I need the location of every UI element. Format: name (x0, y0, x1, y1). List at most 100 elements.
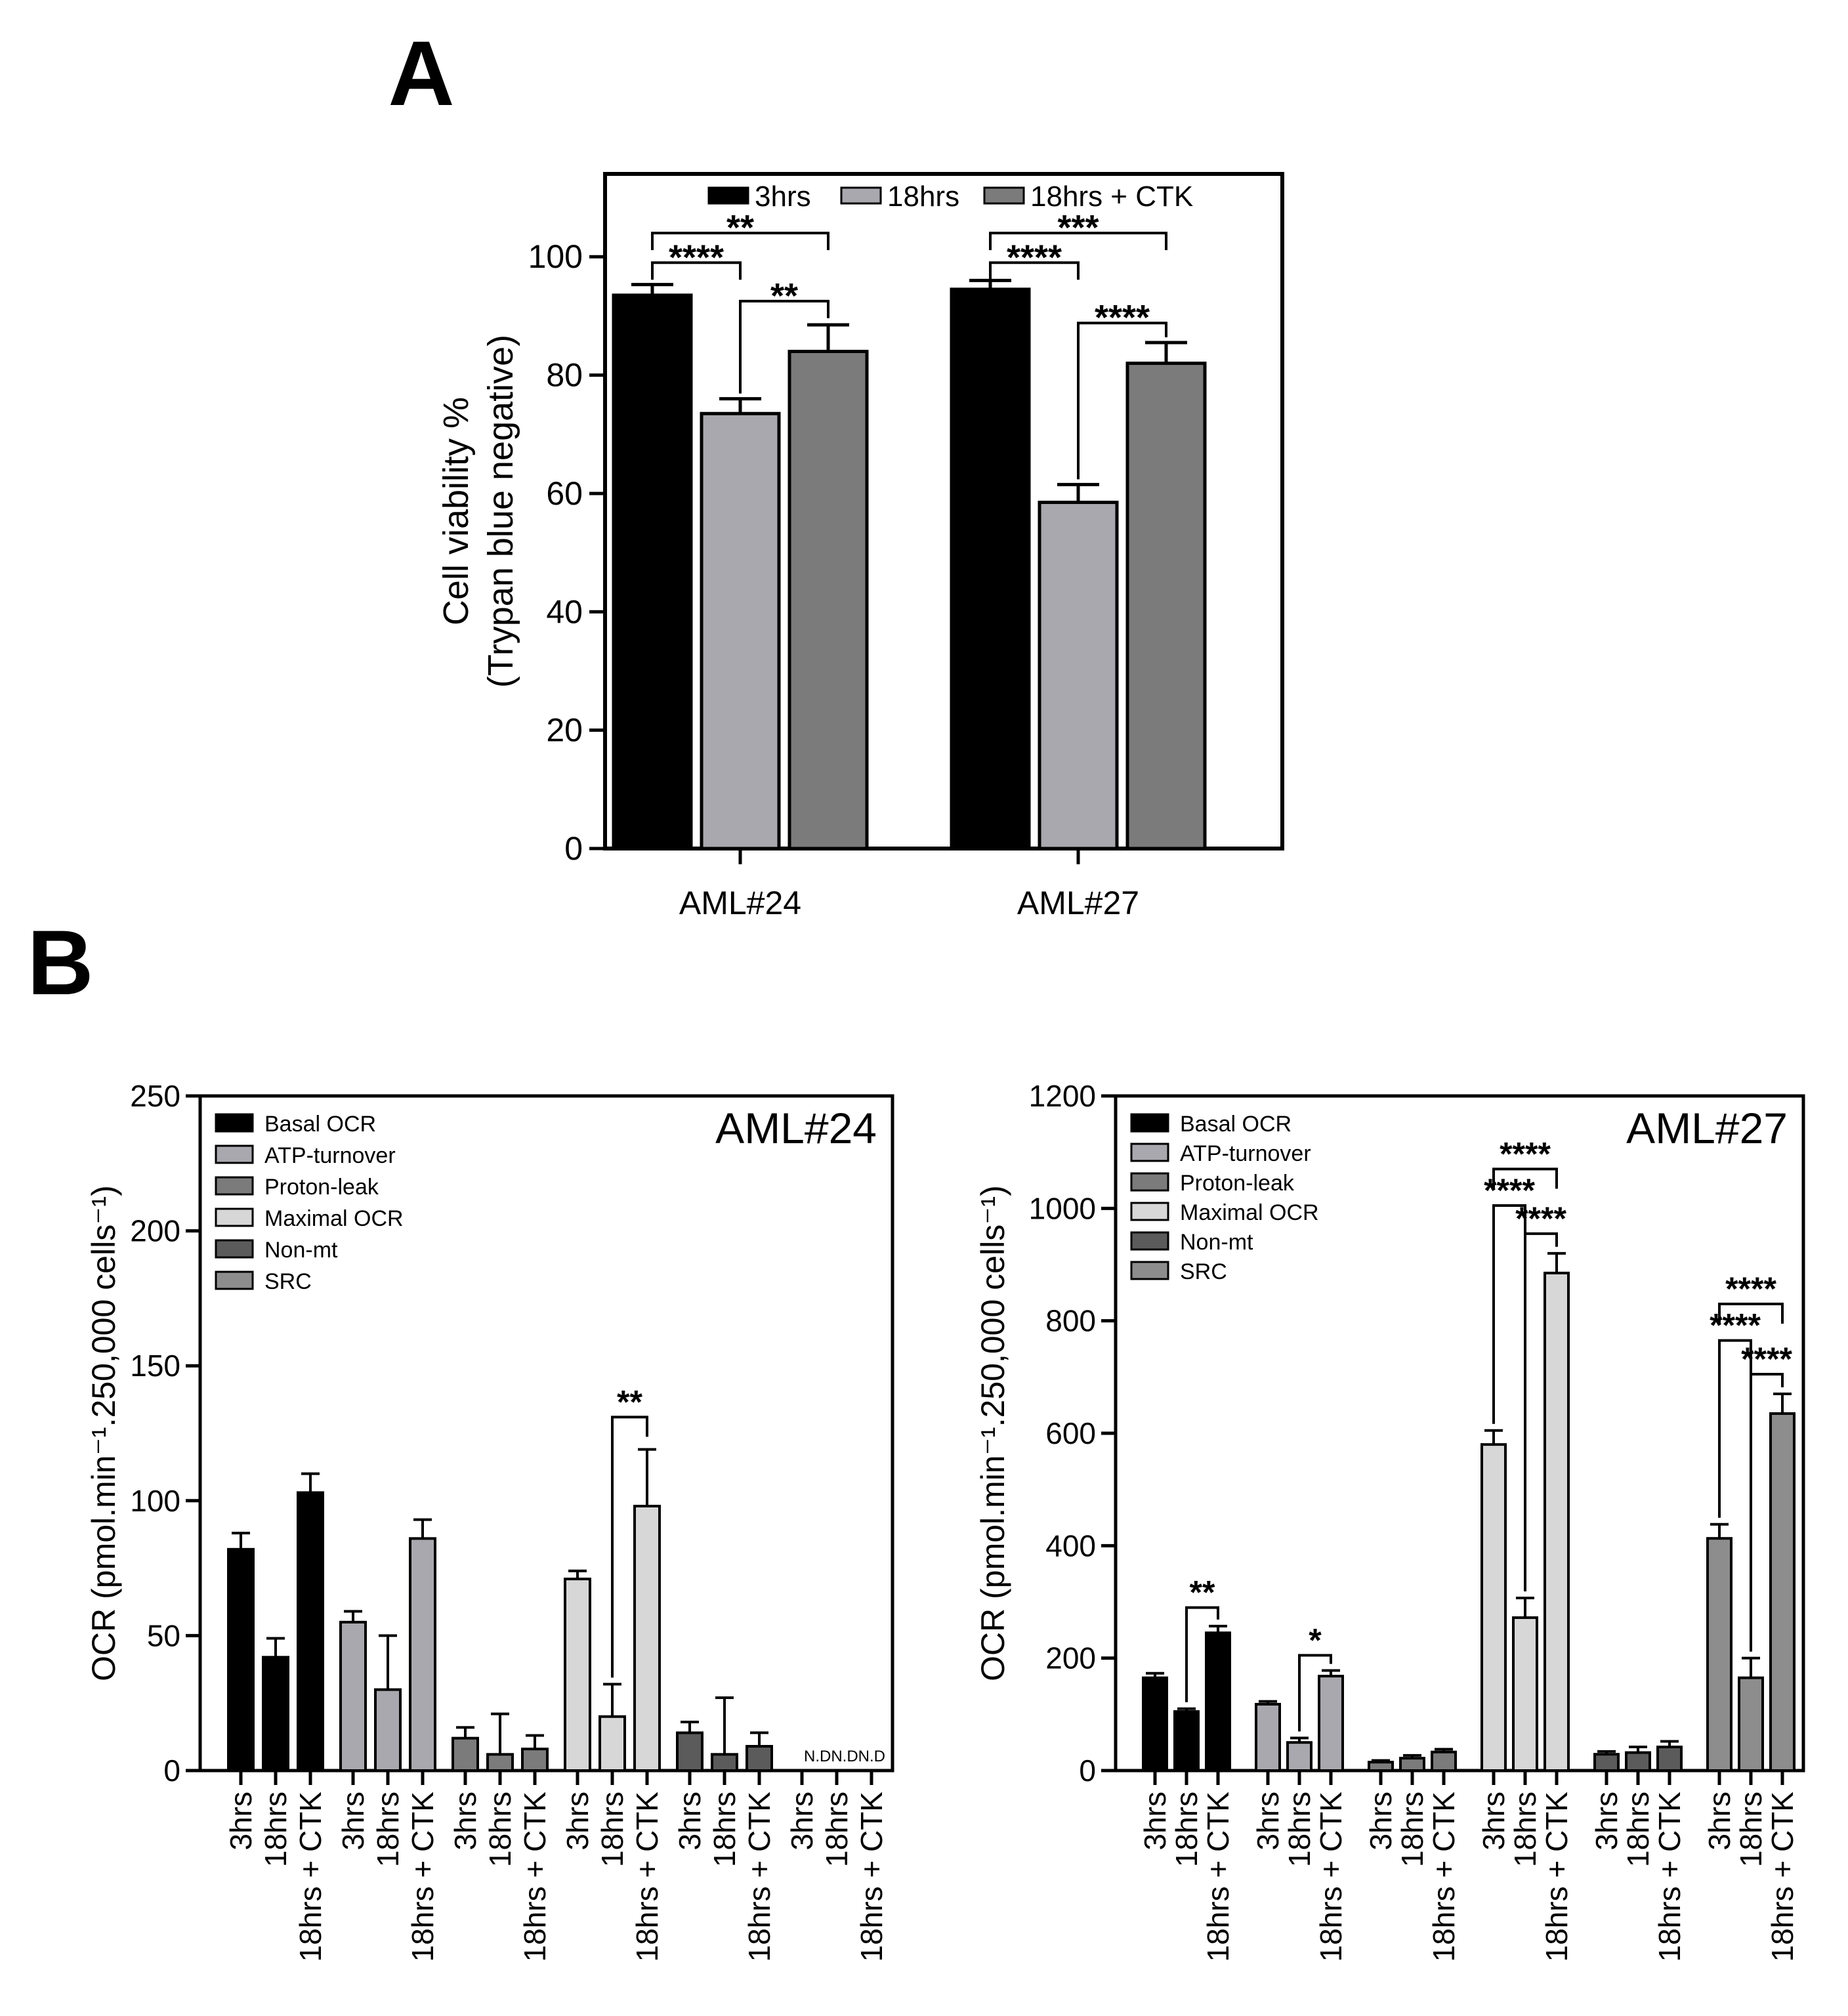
bar (1431, 1750, 1457, 1772)
legend-swatch (840, 186, 882, 205)
bar (262, 1656, 289, 1772)
legend-swatch (215, 1270, 254, 1290)
legend-label: Proton-leak (264, 1175, 379, 1200)
x-tick-label: 18hrs + CTK (1314, 1792, 1348, 1962)
significance-bracket (989, 232, 1167, 251)
y-tick-label: 200 (130, 1214, 180, 1248)
significance-bracket (1185, 1606, 1219, 1702)
legend-label: 18hrs + CTK (1030, 180, 1193, 213)
legend-label: Non-mt (1180, 1230, 1253, 1255)
legend-label: Non-mt (264, 1238, 338, 1263)
legend-swatch (1130, 1261, 1169, 1280)
significance-label: ** (1190, 1574, 1215, 1611)
legend-label: 3hrs (755, 180, 811, 213)
bar (452, 1736, 479, 1773)
chart-title: AML#24 (715, 1104, 877, 1152)
panel-label-b: B (27, 911, 93, 1014)
bar (1286, 1741, 1312, 1773)
y-axis-label-line2: (Trypan blue negative) (481, 335, 520, 688)
bar (1656, 1746, 1683, 1773)
legend-swatch (215, 1208, 254, 1227)
x-tick-label: 18hrs (1508, 1792, 1542, 1867)
not-determined-label: N.DN.DN.D (804, 1748, 885, 1765)
y-axis-label: OCR (pmol.min⁻¹.250,000 cells⁻¹) (85, 1185, 122, 1681)
x-tick-label: 18hrs + CTK (630, 1792, 664, 1962)
significance-bracket (611, 1416, 648, 1678)
bar (564, 1578, 591, 1773)
legend-label: 18hrs (887, 180, 959, 213)
legend-label: ATP-turnover (1180, 1141, 1311, 1166)
y-tick-label: 800 (1045, 1304, 1096, 1338)
significance-bracket (651, 232, 830, 251)
significance-bracket (1750, 1373, 1784, 1652)
bar (612, 293, 693, 850)
legend-label: SRC (264, 1269, 312, 1294)
significance-label: **** (1741, 1341, 1792, 1377)
bar (1593, 1753, 1620, 1773)
y-tick-label: 0 (1079, 1754, 1096, 1788)
x-tick-label: 18hrs (371, 1792, 405, 1867)
bar (374, 1688, 402, 1772)
legend-label: Basal OCR (264, 1112, 376, 1137)
bar (598, 1715, 626, 1773)
legend-swatch (1130, 1202, 1169, 1221)
bar (1706, 1537, 1732, 1773)
bar (1368, 1761, 1394, 1772)
y-tick-label: 40 (546, 593, 583, 630)
significance-bracket (1298, 1654, 1332, 1732)
y-tick-label: 150 (130, 1349, 180, 1383)
x-tick-label: 3hrs (1477, 1792, 1511, 1850)
legend-swatch (1130, 1143, 1169, 1162)
bar (1255, 1702, 1281, 1772)
x-tick-label: 3hrs (1589, 1792, 1624, 1850)
bar (1142, 1676, 1168, 1772)
legend-swatch (983, 186, 1025, 205)
bar (486, 1753, 514, 1772)
x-tick-label: 18hrs + CTK (854, 1792, 889, 1962)
bar (633, 1505, 661, 1772)
x-tick-label: 18hrs (259, 1792, 293, 1867)
legend-swatch (707, 186, 749, 205)
y-tick-label: 50 (147, 1618, 180, 1652)
bar (297, 1491, 324, 1773)
y-tick-label: 80 (546, 357, 583, 394)
x-tick-label: 18hrs (595, 1792, 629, 1867)
x-tick-label: 18hrs (1282, 1792, 1316, 1867)
panel-label-a: A (388, 22, 454, 125)
x-tick-label: 3hrs (448, 1792, 482, 1850)
y-tick-label: 1200 (1029, 1079, 1096, 1113)
plot-frame (603, 172, 1284, 850)
bar (1318, 1675, 1344, 1773)
y-tick-label: 250 (130, 1079, 180, 1113)
chart-cell-viability: 0 20 40 60 80 100 Cell viability % (Trypan blue… (436, 172, 1284, 921)
x-tick-label: 18hrs + CTK (518, 1792, 552, 1962)
x-tick-label: 18hrs + CTK (406, 1792, 440, 1962)
y-tick-label: 200 (1045, 1641, 1096, 1675)
bar (227, 1547, 255, 1772)
legend-swatch (1130, 1113, 1169, 1133)
significance-label: **** (1095, 298, 1150, 337)
legend-label: Maximal OCR (264, 1206, 404, 1231)
bar (1544, 1271, 1570, 1772)
significance-label: **** (1710, 1307, 1761, 1344)
bar (1738, 1676, 1764, 1772)
x-tick-label: 3hrs (1251, 1792, 1285, 1850)
bar (746, 1744, 773, 1772)
bar (1769, 1412, 1796, 1772)
y-axis-label-line1: Cell viability % (436, 397, 476, 625)
y-tick-label: 0 (163, 1754, 180, 1788)
bar (788, 350, 869, 850)
x-tick-label: 18hrs + CTK (1201, 1792, 1235, 1962)
bar (339, 1620, 367, 1773)
legend-label: ATP-turnover (264, 1143, 396, 1168)
significance-label: ** (726, 208, 754, 247)
significance-label: **** (1725, 1270, 1776, 1307)
significance-label: **** (1500, 1135, 1551, 1172)
significance-bracket (1524, 1232, 1558, 1591)
x-category-label: AML#24 (679, 885, 801, 921)
significance-bracket (1718, 1302, 1784, 1324)
y-tick-label: 20 (546, 712, 583, 749)
y-tick-label: 400 (1045, 1528, 1096, 1563)
legend-swatch (215, 1239, 254, 1259)
chart-ocr-aml27: 0 200 400 600 800 1000 1200 OCR (pmol.min⁻¹.250… (975, 1079, 1805, 1962)
